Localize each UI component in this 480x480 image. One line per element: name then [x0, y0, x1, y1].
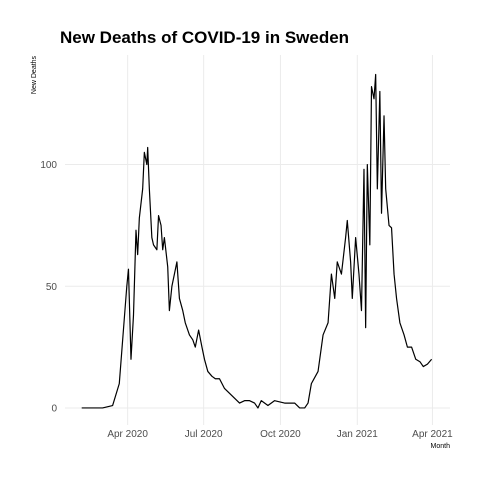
y-tick-label: 50: [46, 282, 58, 293]
chart-title: New Deaths of COVID-19 in Sweden: [60, 28, 349, 47]
x-tick-label: Jul 2020: [185, 429, 223, 440]
x-tick-label: Apr 2021: [412, 429, 453, 440]
x-axis-label: Month: [431, 443, 451, 450]
y-axis-label: New Deaths: [31, 55, 38, 94]
x-tick-label: Apr 2020: [107, 429, 148, 440]
y-tick-label: 100: [40, 160, 57, 171]
x-tick-label: Jan 2021: [337, 429, 379, 440]
x-tick-label: Oct 2020: [260, 429, 301, 440]
y-tick-label: 0: [51, 403, 57, 414]
data-line: [81, 73, 433, 409]
